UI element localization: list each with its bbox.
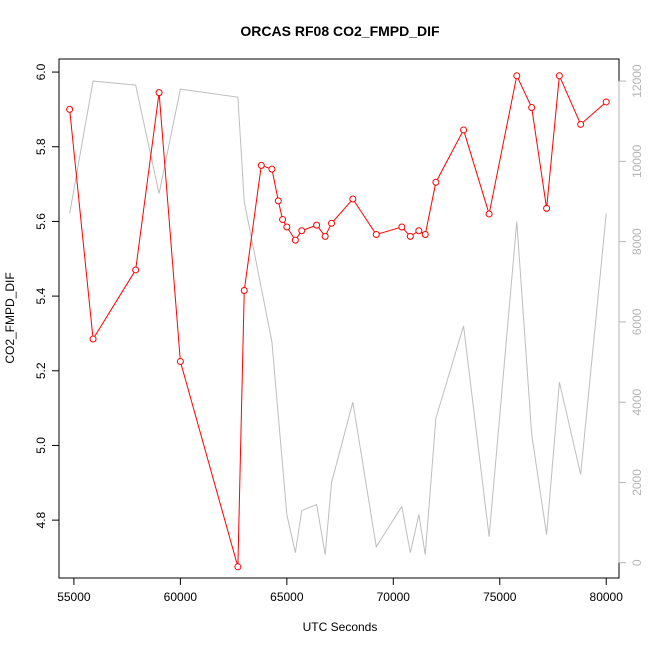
data-point <box>513 72 521 80</box>
x-tick-label: 80000 <box>590 590 624 604</box>
y-tick-label: 5.8 <box>34 138 48 155</box>
x-tick-label: 70000 <box>377 590 411 604</box>
y2-tick-label: 8000 <box>630 228 644 255</box>
x-axis-label: UTC Seconds <box>303 620 378 634</box>
x-tick-label: 65000 <box>270 590 304 604</box>
y2-tick-label: 10000 <box>630 144 644 178</box>
data-point <box>176 357 184 365</box>
data-point <box>279 216 287 224</box>
y-tick-label: 4.8 <box>34 511 48 528</box>
x-tick-label: 55000 <box>57 590 91 604</box>
data-point <box>89 335 97 343</box>
data-point <box>313 221 321 229</box>
data-point <box>66 105 74 113</box>
y-tick-label: 5.2 <box>34 362 48 379</box>
y-axis-label: CO2_FMPD_DIF <box>3 272 17 363</box>
data-point <box>240 287 248 294</box>
data-point <box>268 165 276 173</box>
plot-area <box>58 58 620 579</box>
series-layer <box>66 72 610 571</box>
series-line-left <box>69 73 607 567</box>
data-point <box>291 236 299 244</box>
data-point <box>234 563 242 571</box>
data-point <box>528 104 536 112</box>
chart-title: ORCAS RF08 CO2_FMPD_DIF <box>240 23 440 39</box>
data-point <box>298 227 306 235</box>
y-tick-label: 5.4 <box>34 287 48 304</box>
data-point <box>328 219 336 227</box>
y-tick-label: 5.0 <box>34 437 48 454</box>
y2-tick-label: 6000 <box>630 308 644 335</box>
data-point <box>602 98 610 106</box>
data-point <box>372 230 380 238</box>
x-tick-label: 60000 <box>164 590 198 604</box>
data-point <box>155 89 163 97</box>
series-left <box>66 72 610 571</box>
y2-tick-label: 12000 <box>630 64 644 98</box>
y-tick-label: 5.6 <box>34 213 48 230</box>
y-tick-label: 6.0 <box>34 63 48 80</box>
data-point <box>555 72 563 80</box>
series-line-right <box>69 80 607 555</box>
y2-tick-label: 0 <box>630 559 644 566</box>
x-axis: 55000 60000 65000 70000 75000 80000 <box>57 577 624 604</box>
y-axis-right: 0 2000 4000 6000 8000 10000 12000 <box>618 64 644 566</box>
data-point <box>398 223 406 231</box>
y2-tick-label: 4000 <box>630 389 644 416</box>
x-tick-label: 75000 <box>483 590 517 604</box>
data-point <box>485 210 493 218</box>
data-point <box>460 126 468 134</box>
data-point <box>349 195 357 203</box>
data-point <box>274 197 282 205</box>
data-point <box>432 178 440 186</box>
data-point <box>321 232 329 240</box>
y-axis-left: 4.8 5.0 5.2 5.4 5.6 5.8 6.0 <box>34 63 60 528</box>
data-point <box>543 204 551 212</box>
data-point <box>406 232 414 240</box>
series-right <box>69 80 607 555</box>
y2-tick-label: 2000 <box>630 469 644 496</box>
data-point <box>283 223 291 231</box>
data-point <box>257 161 265 169</box>
data-point <box>132 266 140 274</box>
data-point <box>577 120 585 128</box>
data-point <box>421 230 429 238</box>
data-point <box>415 227 423 235</box>
